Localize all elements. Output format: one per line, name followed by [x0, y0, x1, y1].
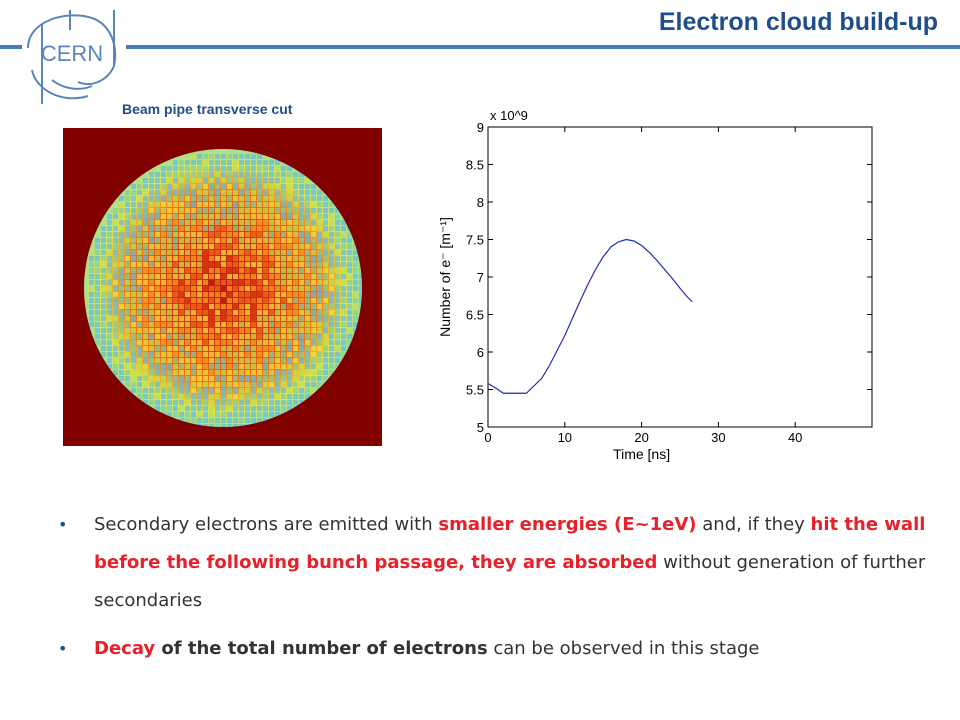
series-line: [487, 238, 693, 394]
bullet-1-text-e: without generation of further secondarie…: [94, 552, 926, 611]
y-tick-label: 6: [477, 345, 484, 360]
header-rule-left: [0, 45, 22, 49]
y-tick-label: 9: [477, 120, 484, 135]
bullet-2-text-c: can be observed in this stage: [487, 638, 760, 659]
x-tick-label: 20: [634, 430, 648, 445]
header-rule: [126, 45, 960, 49]
bullet-list: • Secondary electrons are emitted with s…: [58, 506, 938, 668]
bullet-item-1: • Secondary electrons are emitted with s…: [58, 506, 938, 620]
cern-logo: CERN: [27, 10, 117, 104]
x-tick-label: 40: [788, 430, 802, 445]
x-tick-label: 10: [558, 430, 572, 445]
y-tick-label: 5.5: [466, 383, 484, 398]
y-tick-label: 6.5: [466, 308, 484, 323]
plot-frame: [487, 126, 873, 428]
logo-text: CERN: [41, 41, 103, 66]
x-tick-label: 30: [711, 430, 725, 445]
beam-pipe-transverse-cut-map: [63, 128, 382, 446]
bullet-1-text-b: smaller energies (E~1eV): [438, 514, 697, 535]
bullet-1-text-c: and, if they: [696, 514, 811, 535]
image-caption: Beam pipe transverse cut: [122, 101, 293, 117]
electron-number-plot: 0 10 20 30 40 5 5.5 6 6.5 7 7.5 8 8.5 9 x 10^9 Time [ns…: [437, 108, 873, 462]
x-tick-label: 0: [484, 430, 491, 445]
bullet-dot: •: [58, 515, 68, 534]
y-multiplier: x 10^9: [490, 108, 528, 123]
y-tick-label: 7.5: [466, 233, 484, 248]
bullet-item-2: • Decay of the total number of electrons…: [58, 630, 938, 668]
bullet-dot: •: [58, 639, 68, 658]
y-tick-label: 8: [477, 195, 484, 210]
bullet-2-text-b: of the total number of electrons: [155, 638, 488, 659]
y-tick-label: 8.5: [466, 158, 484, 173]
y-tick-label: 7: [477, 270, 484, 285]
bullet-1-text-d: hit the wall before the following bunch …: [94, 514, 926, 573]
bullet-1-text-a: Secondary electrons are emitted with: [94, 514, 439, 535]
slide-title: Electron cloud build-up: [658, 8, 938, 36]
y-axis-label: Number of e⁻ [m⁻¹]: [437, 217, 453, 337]
x-axis-label: Time [ns]: [613, 446, 670, 462]
y-tick-label: 5: [477, 420, 484, 435]
bullet-2-text-a: Decay: [94, 638, 156, 659]
